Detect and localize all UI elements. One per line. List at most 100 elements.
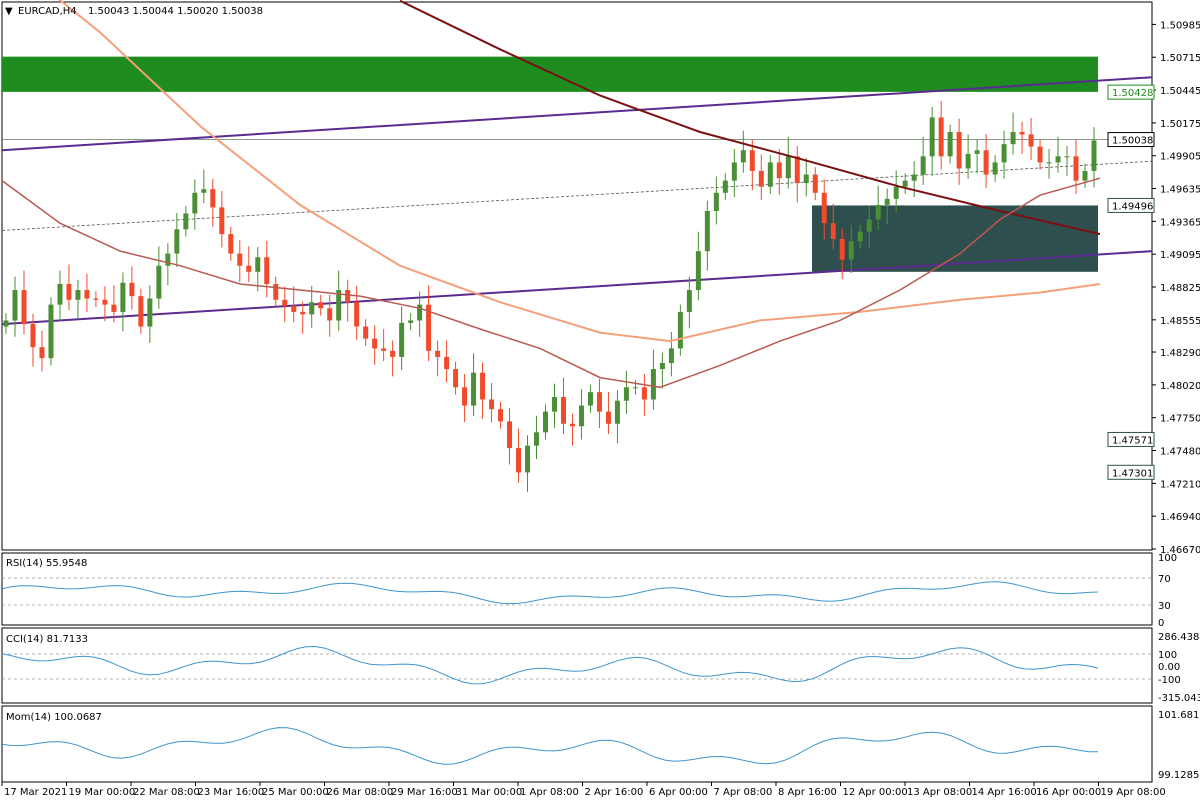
candle-bull (471, 372, 477, 406)
candle-bull (183, 213, 189, 230)
header-triangle-icon[interactable]: ▼ (5, 6, 13, 17)
candle-bull (632, 387, 638, 389)
time-tick-label: 2 Apr 16:00 (585, 787, 644, 798)
price-badge-label: 1.50428 (1112, 88, 1153, 99)
candle-bull (884, 198, 890, 205)
candle-bull (803, 174, 809, 184)
cci-tick-label: -100 (1158, 675, 1181, 686)
candle-bull (12, 290, 18, 321)
candle-bull (614, 400, 620, 424)
candle-bear (839, 238, 845, 260)
candle-bull (417, 304, 423, 321)
candle-bear (830, 223, 836, 239)
candle-bear (453, 369, 459, 388)
candle-bear (1019, 132, 1025, 135)
candle-bear (138, 296, 144, 327)
candle-bear (129, 282, 135, 297)
candle-bear (246, 265, 252, 272)
candle-bear (30, 324, 36, 348)
candle-bull (551, 397, 557, 412)
mom-title: Mom(14) 100.0687 (6, 712, 102, 723)
candle-bull (1046, 162, 1052, 164)
candle-bear (596, 392, 602, 412)
dashed-trend-line (1, 160, 1153, 231)
candle-bear (776, 162, 782, 179)
candle-bear (291, 305, 297, 312)
candle-bull (408, 320, 414, 323)
price-tick-label: 1.48290 (1160, 348, 1200, 359)
candle-bear (462, 387, 468, 406)
candle-bull (174, 229, 180, 254)
candle-bear (390, 350, 396, 357)
candle-bear (39, 347, 45, 359)
candle-bear (300, 311, 306, 315)
candle-bear (426, 304, 432, 351)
price-tick-label: 1.47480 (1160, 447, 1200, 458)
price-badge-label: 1.47571 (1112, 435, 1153, 446)
price-badge-label: 1.47301 (1112, 468, 1153, 479)
candle-bear (318, 302, 324, 309)
price-badge-box (1107, 197, 1155, 213)
mom-tick-label: 99.1285 (1158, 770, 1199, 781)
candle-bull (1091, 140, 1097, 171)
candle-bear (381, 348, 387, 351)
time-tick-label: 29 Mar 16:00 (391, 787, 458, 798)
cci-title: CCI(14) 81.7133 (6, 634, 88, 645)
candle-bear (758, 170, 764, 187)
candle-bull (587, 392, 593, 406)
price-tick-label: 1.48825 (1160, 283, 1200, 294)
candle-bear (372, 338, 378, 349)
candle-bull (578, 405, 584, 427)
candle-bear (228, 234, 234, 254)
candle-bull (659, 362, 665, 370)
candle-bull (650, 369, 656, 400)
candle-bear (444, 356, 450, 370)
candle-bear (1073, 156, 1079, 181)
candle-bear (812, 174, 818, 193)
candle-bull (686, 290, 692, 312)
time-tick-label: 8 Apr 16:00 (778, 787, 837, 798)
price-badge-box (1107, 132, 1155, 148)
candle-bull (677, 311, 683, 349)
candle-bull (623, 387, 629, 401)
price-badge-box (1107, 431, 1155, 447)
candle-bear (327, 308, 333, 321)
candle-bull (731, 162, 737, 181)
ma-mid-line (1, 177, 1101, 389)
candle-bull (902, 180, 908, 187)
symbol-title: EURCAD,H4 (18, 6, 77, 17)
candle-bull (309, 302, 315, 315)
candle-bull (156, 265, 162, 299)
candle-bull (1001, 144, 1007, 163)
candle-bear (498, 409, 504, 422)
support-zone-upper (812, 205, 1098, 272)
channel-lower-line (1, 250, 1153, 326)
candle-bear (345, 290, 351, 303)
time-tick-label: 22 Mar 08:00 (133, 787, 200, 798)
candle-bull (165, 253, 171, 266)
candle-bear (569, 423, 575, 427)
rsi-panel-frame (1, 552, 1153, 626)
mom-tick-label: 101.681 (1158, 710, 1199, 721)
price-badge-label: 1.49496 (1112, 201, 1153, 212)
candle-bull (767, 162, 773, 187)
candle-bear (84, 290, 90, 299)
time-tick-label: 17 Mar 2021 (4, 787, 67, 798)
candle-bull (1082, 170, 1088, 181)
candle-bull (704, 211, 710, 252)
cci-tick-label: 100 (1158, 650, 1177, 661)
candle-bull (201, 189, 207, 193)
candle-bull (929, 117, 935, 157)
time-tick-label: 19 Mar 00:00 (69, 787, 136, 798)
price-badge-box (1107, 84, 1155, 100)
candle-bull (255, 257, 261, 272)
candle-bear (435, 350, 441, 357)
price-tick-label: 1.49905 (1160, 152, 1200, 163)
price-tick-label: 1.49635 (1160, 185, 1200, 196)
rsi-tick-label: 0 (1158, 618, 1164, 629)
price-tick-label: 1.46940 (1160, 512, 1200, 523)
candle-bull (399, 322, 405, 357)
candle-bull (534, 432, 540, 446)
candle-bull (965, 153, 971, 169)
